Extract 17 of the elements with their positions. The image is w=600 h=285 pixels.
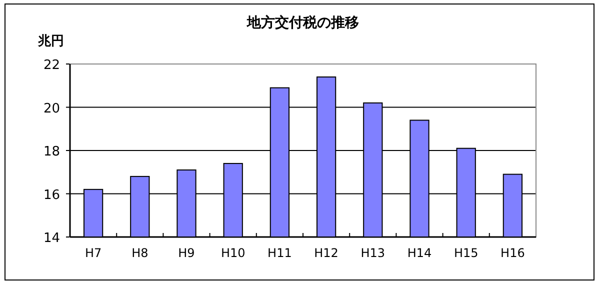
x-tick-label: H11 xyxy=(268,246,292,260)
x-tick-label: H9 xyxy=(178,246,195,260)
x-tick-label: H10 xyxy=(220,246,246,260)
x-tick-label: H14 xyxy=(407,246,432,260)
y-tick-label: 14 xyxy=(43,231,60,246)
x-tick-label: H8 xyxy=(132,246,148,260)
x-tick-label: H15 xyxy=(454,246,478,260)
y-axis-title: 兆円 xyxy=(37,34,64,49)
x-tick-label: H16 xyxy=(500,246,525,260)
x-tick-label: H7 xyxy=(84,246,102,260)
x-tick-label: H13 xyxy=(360,246,386,260)
y-tick-label: 18 xyxy=(43,144,60,160)
x-tick-label: H12 xyxy=(314,246,338,260)
y-tick-label: 16 xyxy=(43,188,60,203)
chart-title: 地方交付税の推移 xyxy=(246,14,359,31)
y-tick-label: 20 xyxy=(43,101,60,116)
y-tick-label: 22 xyxy=(43,58,60,73)
